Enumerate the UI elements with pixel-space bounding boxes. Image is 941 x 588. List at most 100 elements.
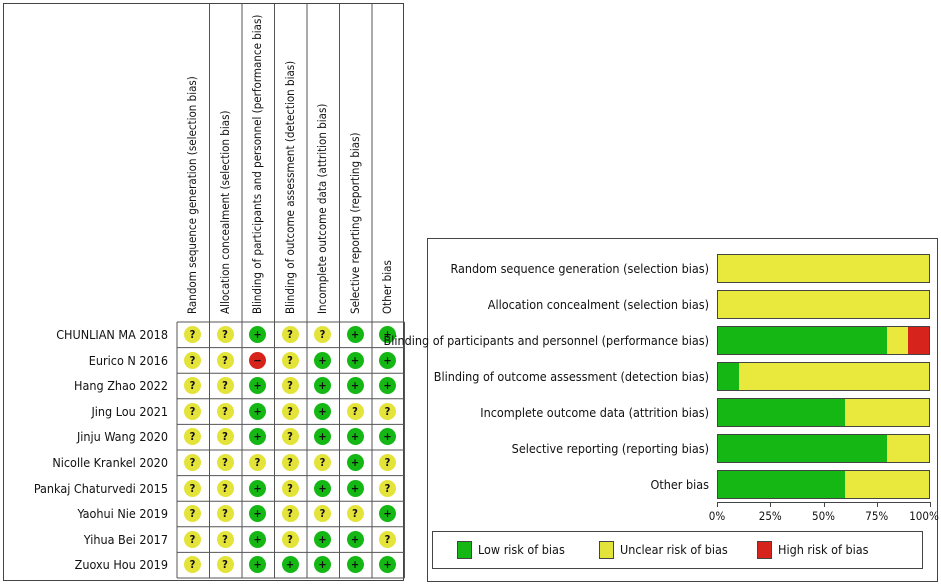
unclear-risk-dot: ? bbox=[281, 377, 299, 395]
domain-label: Blinding of participants and personnel (… bbox=[383, 333, 709, 348]
unclear-risk-dot: ? bbox=[216, 326, 234, 343]
unclear-risk-dot: ? bbox=[184, 351, 201, 369]
summary-cell: ? bbox=[275, 501, 306, 526]
summary-cell: + bbox=[307, 552, 338, 577]
low-risk-dot: + bbox=[249, 402, 266, 420]
low-risk-dot: + bbox=[379, 351, 396, 369]
unclear-risk-dot: ? bbox=[216, 351, 234, 369]
summary-cell: + bbox=[372, 373, 403, 398]
unclear-risk-dot: ? bbox=[314, 454, 331, 471]
low-risk-dot: + bbox=[379, 326, 396, 343]
bias-bar bbox=[717, 434, 930, 463]
summary-cell: + bbox=[307, 476, 338, 501]
unclear-risk-dot: ? bbox=[281, 402, 299, 420]
low-risk-segment bbox=[718, 363, 740, 390]
unclear-risk-dot: ? bbox=[379, 402, 396, 420]
summary-column-header: Incomplete outcome data (attrition bias) bbox=[315, 103, 329, 314]
summary-cell: + bbox=[307, 424, 338, 449]
summary-cell: + bbox=[372, 348, 403, 373]
summary-cell: + bbox=[372, 322, 403, 347]
summary-cell: ? bbox=[275, 373, 306, 398]
summary-cell: ? bbox=[177, 322, 208, 347]
summary-cell: ? bbox=[372, 476, 403, 501]
summary-cell: + bbox=[307, 348, 338, 373]
summary-cell: + bbox=[275, 552, 306, 577]
unclear-risk-dot: ? bbox=[314, 505, 331, 523]
summary-cell: ? bbox=[177, 399, 208, 424]
low-risk-dot: + bbox=[249, 377, 266, 395]
summary-cell: + bbox=[242, 424, 273, 449]
low-risk-segment bbox=[718, 327, 887, 354]
low-risk-dot: + bbox=[379, 505, 396, 523]
legend-swatch bbox=[457, 541, 472, 559]
study-label: Nicolle Krankel 2020 bbox=[52, 455, 168, 470]
summary-cell: ? bbox=[307, 450, 338, 475]
summary-cell: + bbox=[372, 501, 403, 526]
summary-cell: + bbox=[340, 348, 371, 373]
unclear-risk-dot: ? bbox=[281, 454, 299, 471]
low-risk-dot: + bbox=[346, 326, 364, 343]
summary-cell: ? bbox=[210, 552, 241, 577]
summary-cell: ? bbox=[275, 527, 306, 552]
summary-cell: + bbox=[242, 322, 273, 347]
summary-cell: ? bbox=[177, 501, 208, 526]
summary-cell: ? bbox=[210, 322, 241, 347]
study-label: Jinju Wang 2020 bbox=[76, 429, 168, 445]
x-tick-label: 25% bbox=[758, 509, 782, 523]
unclear-risk-dot: ? bbox=[184, 505, 201, 523]
summary-cell: + bbox=[340, 552, 371, 577]
domain-label: Selective reporting (reporting bias) bbox=[511, 441, 709, 456]
low-risk-dot: + bbox=[249, 479, 266, 497]
high-risk-dot: − bbox=[249, 351, 266, 369]
summary-cell: + bbox=[340, 373, 371, 398]
legend-label: High risk of bias bbox=[778, 542, 869, 557]
unclear-risk-dot: ? bbox=[184, 556, 201, 574]
x-tick-label: 50% bbox=[812, 509, 835, 523]
low-risk-dot: + bbox=[281, 556, 299, 574]
summary-cell: ? bbox=[177, 476, 208, 501]
low-risk-dot: + bbox=[249, 505, 266, 523]
unclear-risk-dot: ? bbox=[346, 402, 364, 420]
unclear-risk-dot: ? bbox=[216, 377, 234, 395]
summary-column-header: Blinding of outcome assessment (detectio… bbox=[282, 60, 297, 314]
summary-cell: + bbox=[242, 476, 273, 501]
x-tick-mark bbox=[770, 502, 772, 507]
summary-cell: + bbox=[340, 450, 371, 475]
low-risk-dot: + bbox=[346, 556, 364, 574]
summary-cell: ? bbox=[275, 424, 306, 449]
unclear-risk-segment bbox=[886, 435, 929, 462]
bias-bar bbox=[717, 326, 930, 355]
unclear-risk-dot: ? bbox=[184, 326, 201, 343]
unclear-risk-dot: ? bbox=[184, 454, 201, 471]
summary-cell: ? bbox=[340, 399, 371, 424]
summary-cell: + bbox=[307, 527, 338, 552]
low-risk-dot: + bbox=[314, 556, 331, 574]
summary-cell: + bbox=[340, 476, 371, 501]
summary-cell: ? bbox=[210, 476, 241, 501]
unclear-risk-dot: ? bbox=[184, 530, 201, 548]
unclear-risk-dot: ? bbox=[184, 428, 201, 446]
summary-cell: + bbox=[340, 322, 371, 347]
unclear-risk-dot: ? bbox=[379, 454, 396, 471]
study-label: Eurico N 2016 bbox=[88, 352, 168, 368]
summary-cell: ? bbox=[275, 322, 306, 347]
legend-label: Low risk of bias bbox=[478, 542, 565, 557]
summary-cell: − bbox=[242, 348, 273, 373]
study-label: Hang Zhao 2022 bbox=[74, 378, 168, 394]
legend-label: Unclear risk of bias bbox=[620, 542, 728, 557]
bias-bar bbox=[717, 398, 930, 427]
unclear-risk-dot: ? bbox=[379, 530, 396, 548]
summary-cell: + bbox=[372, 552, 403, 577]
summary-cell: ? bbox=[340, 501, 371, 526]
bias-bar bbox=[717, 254, 930, 283]
summary-cell: + bbox=[242, 552, 273, 577]
summary-cell: + bbox=[372, 424, 403, 449]
unclear-risk-dot: ? bbox=[281, 351, 299, 369]
summary-column-header: Blinding of participants and personnel (… bbox=[250, 14, 264, 314]
summary-cell: ? bbox=[210, 424, 241, 449]
risk-of-bias-summary-panel: Random sequence generation (selection bi… bbox=[3, 3, 405, 581]
low-risk-dot: + bbox=[314, 428, 331, 446]
unclear-risk-dot: ? bbox=[216, 402, 234, 420]
bias-bar bbox=[717, 290, 930, 319]
summary-cell: + bbox=[307, 399, 338, 424]
